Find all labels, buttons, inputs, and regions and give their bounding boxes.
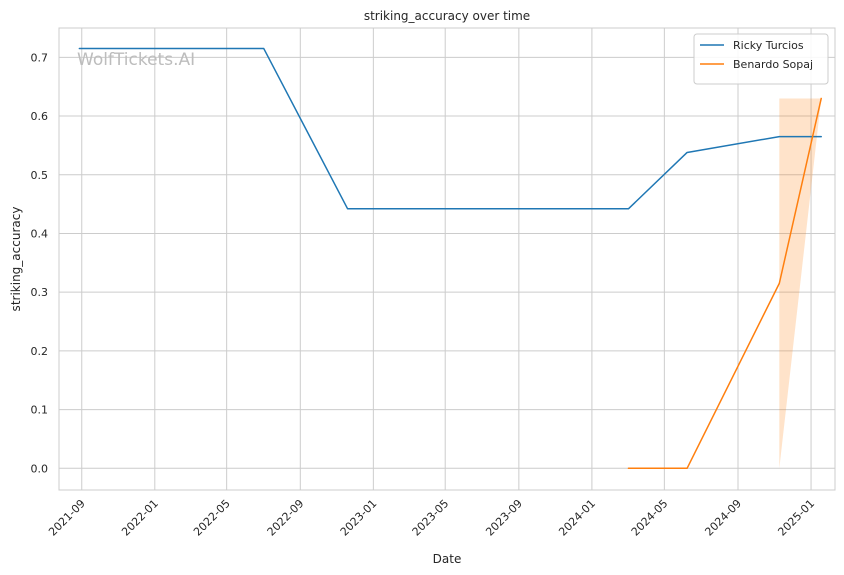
y-axis-title: striking_accuracy — [9, 207, 23, 312]
chart-title: striking_accuracy over time — [364, 9, 530, 23]
x-tick-label: 2022-09 — [265, 497, 307, 539]
y-tick-label: 0.3 — [31, 286, 49, 299]
y-tick-label: 0.2 — [31, 345, 49, 358]
series-line — [627, 97, 822, 470]
x-axis: 2021-09 2022-01 2022-05 2022-09 2023-01 2023-… — [46, 497, 817, 539]
x-tick-label: 2022-05 — [191, 497, 233, 539]
confidence-band — [779, 98, 822, 469]
y-tick-label: 0.6 — [31, 110, 49, 123]
y-tick-label: 0.0 — [31, 462, 49, 475]
series-line — [78, 47, 822, 210]
x-tick-label: 2025-01 — [775, 497, 817, 539]
y-tick-label: 0.4 — [31, 227, 49, 240]
x-tick-label: 2024-01 — [556, 497, 598, 539]
plot-frame — [58, 27, 836, 491]
watermark: WolfTickets.AI — [77, 50, 195, 70]
x-tick-label: 2024-05 — [629, 497, 671, 539]
y-tick-label: 0.1 — [31, 404, 49, 417]
y-tick-label: 0.7 — [31, 51, 49, 64]
confidence-bands — [779, 98, 822, 469]
legend: Ricky Turcios Benardo Sopaj — [693, 33, 829, 85]
y-axis: 0.0 0.1 0.2 0.3 0.4 0.5 0.6 0.7 — [31, 51, 49, 475]
series-lines — [78, 47, 822, 470]
x-tick-label: 2023-05 — [410, 497, 452, 539]
x-tick-label: 2021-09 — [46, 497, 88, 539]
x-tick-label: 2024-09 — [702, 497, 744, 539]
legend-box — [693, 33, 829, 85]
x-tick-label: 2023-01 — [338, 497, 380, 539]
y-tick-label: 0.5 — [31, 169, 49, 182]
legend-label: Benardo Sopaj — [733, 58, 813, 71]
x-axis-title: Date — [433, 552, 462, 566]
x-tick-label: 2023-09 — [483, 497, 525, 539]
grid — [59, 28, 835, 490]
x-tick-label: 2022-01 — [119, 497, 161, 539]
legend-label: Ricky Turcios — [733, 39, 804, 52]
